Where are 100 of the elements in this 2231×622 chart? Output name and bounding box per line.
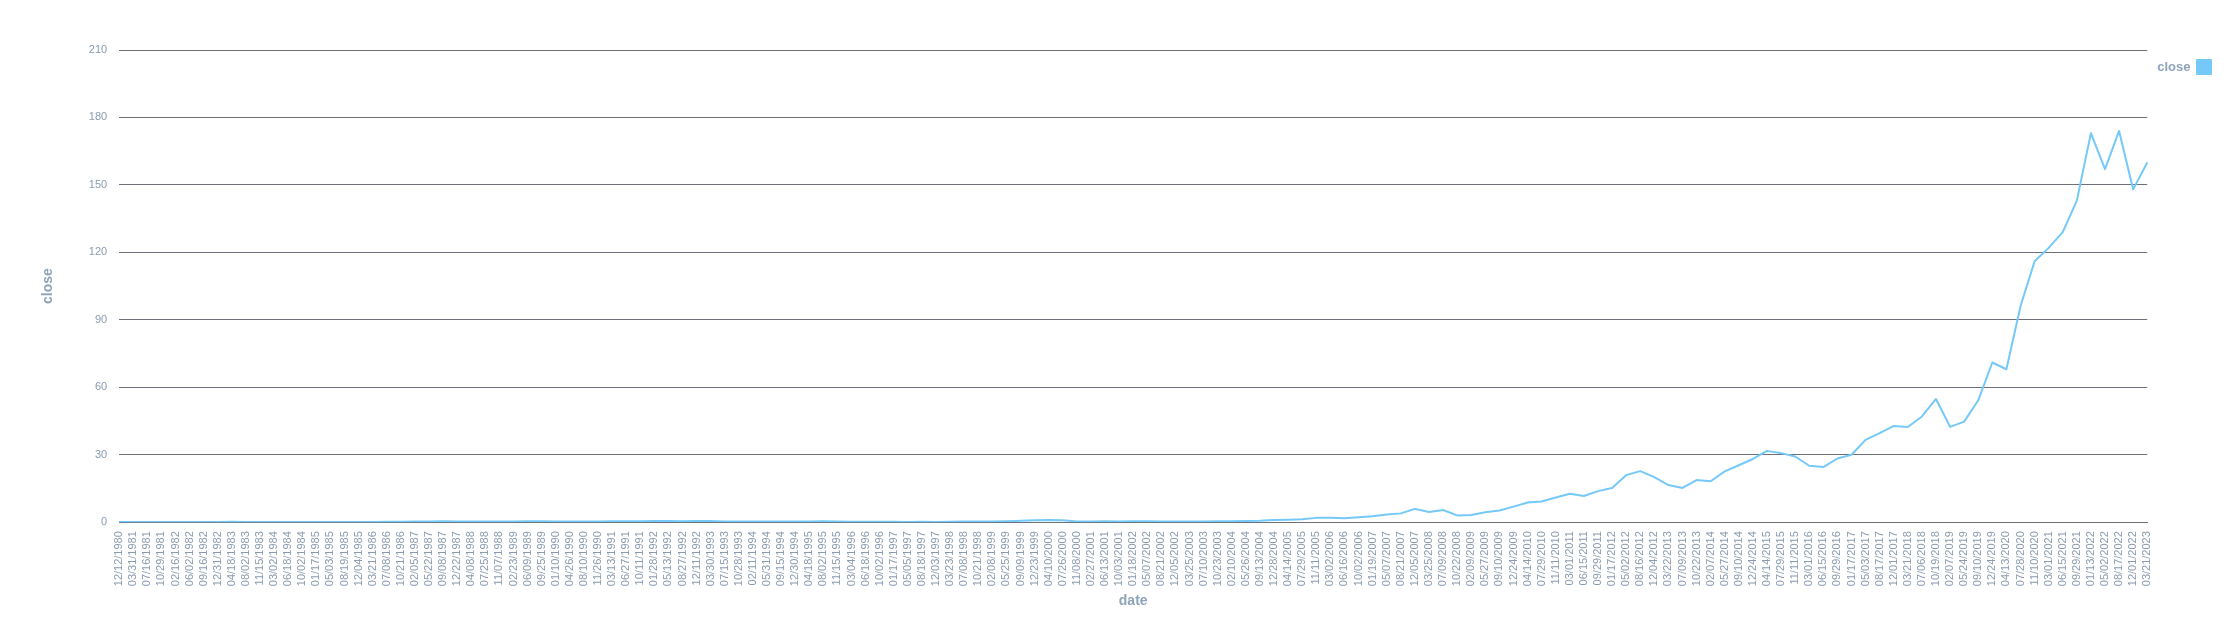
x-tick-label: 01/19/2007 [1365,531,1378,587]
x-tick-label: 10/03/2001 [1112,531,1125,587]
x-tick-label: 10/02/2006 [1351,531,1364,587]
x-tick-label: 08/27/1992 [675,531,688,587]
x-tick-label: 12/28/2004 [1267,531,1280,587]
x-tick-label: 08/02/1983 [238,531,251,587]
x-tick-label: 03/01/2016 [1802,531,1815,587]
x-tick-label: 03/01/2021 [2041,531,2054,587]
x-tick-label: 10/29/1981 [154,531,167,587]
x-tick-label: 09/10/2014 [1731,531,1744,587]
x-tick-label: 03/31/1981 [126,531,139,587]
x-tick-label: 07/06/2018 [1914,531,1927,587]
x-tick-label: 03/30/1993 [703,531,716,587]
x-tick-label: 03/21/2018 [1900,531,1913,587]
x-tick-label: 12/04/2012 [1647,531,1660,587]
x-tick-label: 05/13/1992 [661,531,674,587]
x-tick-label: 01/17/1997 [886,531,899,587]
x-tick-label: 06/18/1996 [858,531,871,587]
x-tick-label: 07/29/2015 [1774,531,1787,587]
x-tick-label: 11/15/1983 [253,531,266,586]
x-tick-label: 07/09/2013 [1675,531,1688,587]
x-tick-label: 09/29/2021 [2069,531,2082,587]
x-tick-label: 03/21/2023 [2140,531,2153,587]
x-tick-label: 11/10/2020 [2027,531,2040,586]
x-tick-label: 07/29/2005 [1295,531,1308,587]
x-tick-label: 02/07/2014 [1703,531,1716,587]
x-tick-label: 10/11/1991 [633,531,646,586]
x-tick-label: 02/27/2001 [1083,531,1096,587]
y-tick-label: 210 [88,43,108,56]
x-tick-label: 05/25/1999 [999,531,1012,587]
x-tick-label: 09/29/2016 [1830,531,1843,587]
x-tick-label: 08/17/2022 [2112,531,2125,587]
x-tick-label: 12/30/1994 [788,531,801,587]
x-tick-label: 05/26/2004 [1238,531,1251,587]
x-tick-label: 01/17/2012 [1605,531,1618,587]
x-tick-label: 12/01/2017 [1886,531,1899,587]
x-tick-label: 01/17/1985 [309,531,322,587]
x-axis-title: date [1118,592,1148,609]
x-tick-label: 01/28/1992 [647,531,660,587]
x-tick-label: 02/05/1987 [407,531,420,587]
x-tick-label: 10/21/1998 [971,531,984,587]
x-tick-label: 08/21/2002 [1154,531,1167,587]
x-tick-label: 05/07/2002 [1140,531,1153,587]
x-tick-label: 08/10/1990 [576,531,589,587]
x-tick-label: 03/02/2006 [1323,531,1336,587]
x-tick-label: 07/29/2010 [1534,531,1547,587]
x-tick-label: 10/02/1996 [872,531,885,587]
x-tick-label: 12/05/2007 [1407,531,1420,587]
x-tick-label: 04/18/1995 [802,531,815,587]
x-tick-label: 06/13/2001 [1098,531,1111,587]
x-tick-label: 04/08/1988 [464,531,477,587]
x-tick-label: 09/13/2004 [1252,531,1265,587]
x-tick-label: 06/02/1982 [182,531,195,587]
x-tick-label: 05/27/2014 [1717,531,1730,587]
x-tick-label: 12/04/1985 [351,531,364,587]
x-tick-label: 04/14/2005 [1281,531,1294,587]
x-tick-label: 02/23/1989 [506,531,519,587]
x-tick-label: 06/09/1989 [520,531,533,587]
x-tick-label: 05/03/1985 [323,531,336,587]
x-tick-label: 02/11/1994 [745,531,758,586]
x-tick-label: 05/22/1987 [422,531,435,587]
x-tick-label: 10/02/1984 [295,531,308,587]
x-tick-label: 09/25/1989 [534,531,547,587]
x-tick-label: 01/18/2002 [1126,531,1139,587]
x-tick-label: 05/02/2012 [1619,531,1632,587]
x-tick-label: 04/13/2020 [1999,531,2012,587]
x-tick-label: 02/07/2019 [1943,531,1956,587]
x-tick-label: 07/25/1988 [478,531,491,587]
x-tick-label: 11/15/1995 [830,531,843,586]
x-tick-label: 04/10/2000 [1041,531,1054,587]
x-tick-label: 10/22/2008 [1450,531,1463,587]
x-tick-label: 12/24/2014 [1745,531,1758,587]
x-tick-label: 02/16/1982 [168,531,181,587]
x-tick-label: 11/11/2010 [1548,531,1561,585]
x-tick-label: 08/02/1995 [816,531,829,587]
x-tick-label: 03/01/2011 [1562,531,1575,586]
x-tick-label: 09/16/1982 [196,531,209,587]
y-tick-label: 30 [94,447,108,460]
x-tick-label: 07/28/2020 [2013,531,2026,587]
y-tick-label: 0 [101,515,108,528]
x-tick-label: 09/29/2011 [1591,531,1604,586]
x-tick-label: 02/08/1999 [985,531,998,587]
x-tick-label: 03/04/1996 [844,531,857,587]
x-tick-label: 08/19/1985 [337,531,350,587]
x-tick-label: 10/28/1993 [731,531,744,587]
x-tick-label: 11/11/2005 [1309,531,1322,585]
x-tick-label: 03/02/1984 [267,531,280,587]
x-tick-label: 06/16/2006 [1337,531,1350,587]
x-tick-label: 03/25/2003 [1182,531,1195,587]
x-tick-label: 01/17/2017 [1844,531,1857,587]
x-tick-label: 12/05/2002 [1168,531,1181,587]
x-tick-label: 03/22/2013 [1661,531,1674,587]
y-tick-label: 120 [88,245,108,258]
x-tick-label: 12/23/1999 [1027,531,1040,587]
x-tick-label: 06/15/2016 [1816,531,1829,587]
x-tick-label: 06/18/1984 [281,531,294,587]
x-tick-label: 03/25/2008 [1422,531,1434,587]
x-tick-label: 04/18/1983 [224,531,237,587]
x-tick-label: 11/07/1988 [492,531,505,586]
x-tick-label: 08/18/1997 [914,531,927,587]
